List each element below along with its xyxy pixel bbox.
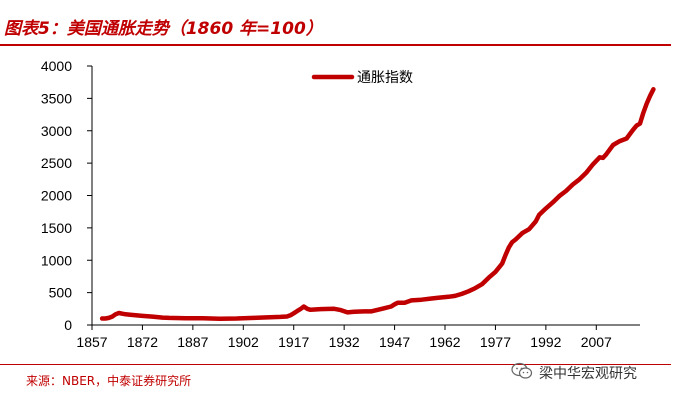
x-tick-label: 1977 [480, 334, 511, 350]
x-tick-label: 2007 [581, 334, 612, 350]
x-tick-label: 1902 [228, 334, 259, 350]
y-tick-label: 4000 [41, 58, 72, 74]
series-line [99, 87, 656, 321]
page-title: 图表5：美国通胀走势（1860 年=100） [4, 19, 323, 39]
x-tick-label: 1947 [379, 334, 410, 350]
y-tick-label: 0 [64, 317, 72, 333]
series-layer [99, 87, 656, 321]
x-tick-label: 1872 [127, 334, 158, 350]
y-tick-label: 3500 [41, 90, 72, 106]
watermark-label: 梁中华宏观研究 [539, 366, 637, 382]
legend: 通胀指数 [311, 70, 413, 86]
x-tick-label: 1992 [530, 334, 561, 350]
x-tick-label: 1932 [329, 334, 360, 350]
y-axis: 0 500 1000 1500 2000 2500 3000 3500 4000 [41, 58, 93, 333]
source-note: 来源：NBER，中泰证券研究所 [26, 374, 192, 388]
y-tick-label: 1000 [41, 252, 72, 268]
watermark: 梁中华宏观研究 [511, 362, 637, 384]
x-axis: 1857 1872 1887 1902 1917 1932 1947 1962 1977 1992… [76, 324, 640, 350]
legend-label: 通胀指数 [357, 70, 413, 86]
y-tick-label: 2000 [41, 188, 72, 204]
y-tick-label: 500 [49, 285, 73, 301]
x-tick-label: 1962 [429, 334, 460, 350]
x-tick-label: 1857 [76, 334, 107, 350]
y-tick-label: 3000 [41, 123, 72, 139]
line-chart: 0 500 1000 1500 2000 2500 3000 3500 4000 1857 187… [41, 58, 656, 350]
y-tick-label: 2500 [41, 155, 72, 171]
header-divider [0, 44, 671, 46]
x-tick-label: 1887 [177, 334, 208, 350]
footer-divider [0, 364, 671, 365]
y-tick-label: 1500 [41, 220, 72, 236]
x-tick-label: 1917 [278, 334, 309, 350]
wechat-icon [511, 362, 533, 384]
